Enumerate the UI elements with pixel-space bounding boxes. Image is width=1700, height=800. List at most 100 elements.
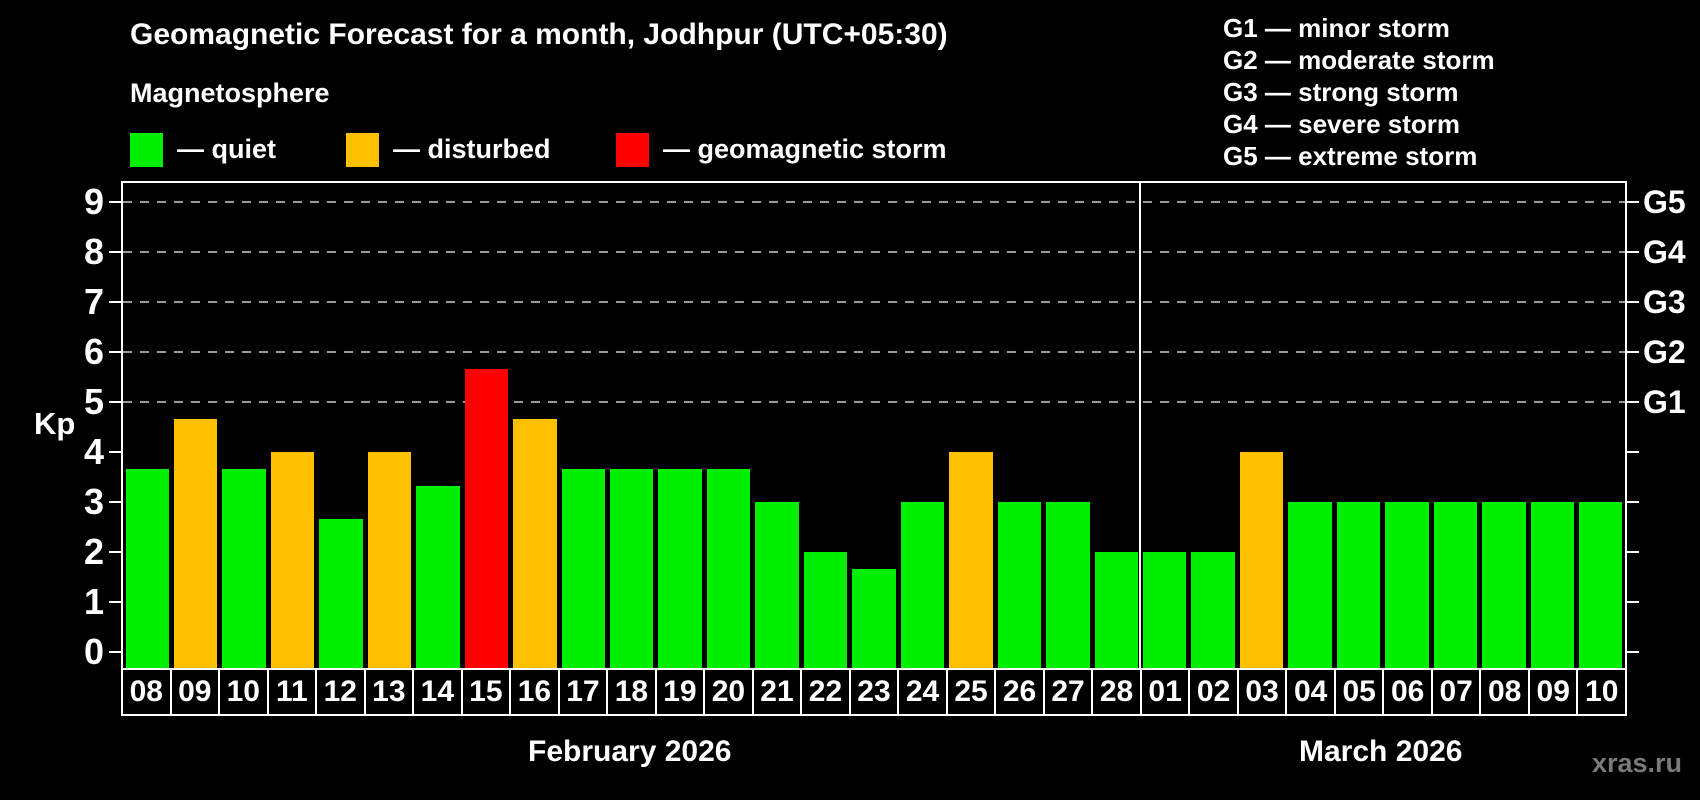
day-label: 23 (851, 670, 900, 714)
kp-bar-day-18 (610, 468, 654, 668)
day-label: 24 (899, 670, 948, 714)
right-axis-tick (1627, 501, 1639, 503)
day-label: 14 (414, 670, 463, 714)
right-axis-tick (1627, 351, 1639, 353)
g-axis-label-g1: G1 (1643, 384, 1686, 420)
gridline-kp6 (123, 351, 1625, 353)
day-label: 16 (511, 670, 560, 714)
day-label: 02 (1190, 670, 1239, 714)
day-label: 25 (948, 670, 997, 714)
day-label: 18 (608, 670, 657, 714)
storm-swatch (616, 133, 649, 167)
kp-bar-day-13 (367, 452, 412, 668)
y-axis-tick-label: 0 (83, 631, 104, 672)
day-label: 26 (996, 670, 1045, 714)
day-label: 28 (1093, 670, 1142, 714)
y-axis-tick (109, 351, 121, 353)
y-axis-tick-label: 6 (83, 331, 104, 372)
day-label: 19 (657, 670, 706, 714)
g-legend-line: G2 — moderate storm (1223, 45, 1495, 75)
day-label: 08 (123, 670, 172, 714)
right-axis-tick (1627, 201, 1639, 203)
kp-bar-day-01 (1142, 552, 1187, 668)
day-label: 27 (1045, 670, 1094, 714)
day-label: 09 (1530, 670, 1579, 714)
kp-bar-day-19 (658, 468, 702, 668)
kp-bar-day-24 (900, 502, 945, 668)
watermark: xras.ru (1591, 748, 1682, 778)
gridline-kp8 (123, 251, 1625, 253)
kp-axis-label: Kp (34, 406, 76, 441)
kp-bar-day-06 (1385, 502, 1429, 668)
right-axis-tick (1627, 651, 1639, 653)
kp-bar-day-05 (1336, 502, 1381, 668)
quiet-swatch (130, 133, 163, 167)
gridline-kp7 (123, 301, 1625, 303)
right-axis-tick (1627, 251, 1639, 253)
y-axis-tick (109, 651, 121, 653)
y-axis-tick (109, 451, 121, 453)
disturbed-swatch (346, 133, 379, 167)
y-axis-tick-label: 3 (83, 481, 104, 522)
day-label: 17 (560, 670, 609, 714)
g-axis-label-g2: G2 (1643, 334, 1686, 370)
kp-bar-day-08 (1482, 502, 1526, 668)
day-axis: 08 09 10 11 12 13 14 15 16 17 18 19 20 21 22 23 24 25 26 27… (121, 668, 1627, 716)
y-axis-tick (109, 251, 121, 253)
y-axis-tick (109, 501, 121, 503)
legend-label-quiet: — quiet (177, 134, 276, 164)
right-axis-tick (1627, 451, 1639, 453)
y-axis-tick-label: 4 (83, 431, 104, 472)
day-label: 11 (269, 670, 318, 714)
y-axis-tick-label: 7 (83, 281, 104, 322)
chart-title: Geomagnetic Forecast for a month, Jodhpu… (130, 18, 948, 51)
day-label: 10 (220, 670, 269, 714)
day-label: 04 (1287, 670, 1336, 714)
y-axis-tick-label: 8 (83, 231, 104, 272)
g-legend-line: G3 — strong storm (1223, 77, 1459, 107)
kp-bar-day-28 (1094, 552, 1138, 668)
g-axis-label-g4: G4 (1643, 234, 1686, 270)
y-axis-tick-label: 1 (83, 581, 104, 622)
kp-bar-day-10 (1579, 502, 1623, 668)
kp-bar-day-20 (706, 468, 751, 668)
day-label: 12 (317, 670, 366, 714)
right-axis-tick (1627, 601, 1639, 603)
y-axis-tick-label: 9 (83, 181, 104, 222)
right-axis-tick (1627, 401, 1639, 403)
g-axis-label-g3: G3 (1643, 284, 1686, 320)
gridline-kp9 (123, 201, 1625, 203)
kp-bar-day-26 (997, 502, 1042, 668)
kp-bar-day-07 (1433, 502, 1478, 668)
month-label-march: March 2026 (1299, 735, 1463, 768)
kp-bar-day-17 (561, 468, 605, 668)
g-legend-line: G4 — severe storm (1223, 109, 1461, 139)
day-label: 22 (802, 670, 851, 714)
right-axis-tick (1627, 301, 1639, 303)
kp-bar-day-23 (852, 568, 896, 668)
day-label: 13 (366, 670, 415, 714)
y-axis-tick (109, 401, 121, 403)
y-axis-tick (109, 551, 121, 553)
day-label: 08 (1481, 670, 1530, 714)
kp-bar-day-12 (319, 518, 363, 668)
day-label: 07 (1433, 670, 1482, 714)
kp-bar-day-08 (125, 468, 169, 668)
y-axis-tick (109, 301, 121, 303)
legend-label-disturbed: — disturbed (393, 134, 551, 164)
day-label: 03 (1239, 670, 1288, 714)
legend-label-storm: — geomagnetic storm (663, 134, 947, 164)
kp-bar-day-09 (1530, 502, 1575, 668)
kp-bar-day-21 (755, 502, 799, 668)
day-label: 15 (463, 670, 512, 714)
day-label: 01 (1142, 670, 1191, 714)
y-axis-tick-label: 2 (83, 531, 104, 572)
kp-bar-day-16 (513, 418, 557, 668)
magnetosphere-label: Magnetosphere (130, 78, 330, 108)
plot-area (121, 181, 1627, 670)
kp-bar-day-25 (949, 452, 993, 668)
day-label: 21 (754, 670, 803, 714)
day-label: 05 (1336, 670, 1385, 714)
kp-bar-day-09 (173, 418, 218, 668)
